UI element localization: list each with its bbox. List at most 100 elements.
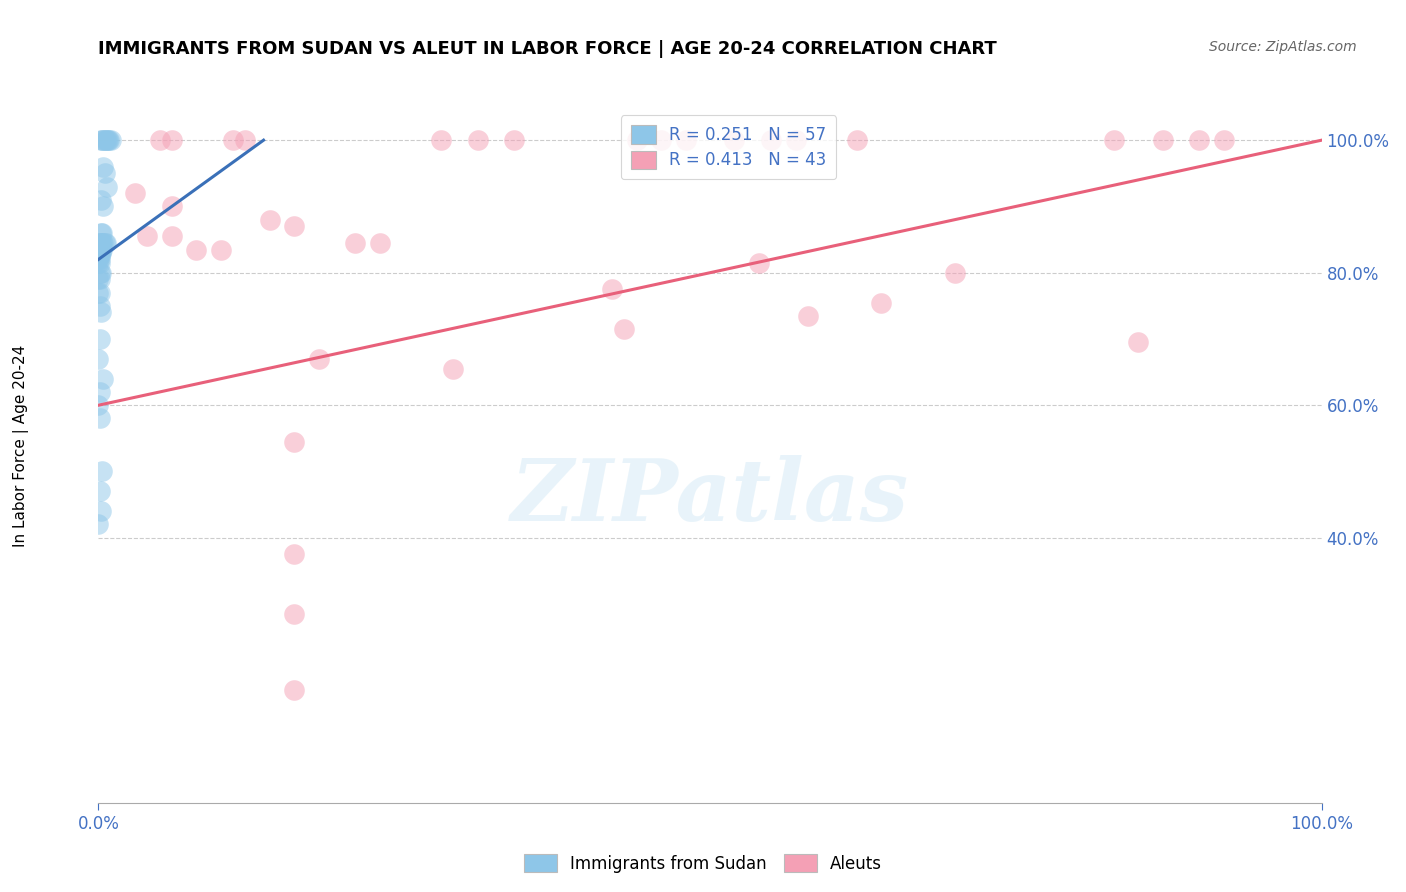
Point [283, 219, 305, 234]
Point [1128, 335, 1150, 350]
Point [87, 272, 110, 286]
Point [96, 179, 118, 194]
Point [1212, 133, 1234, 147]
Point [87, 285, 110, 300]
Point [160, 229, 183, 244]
Point [308, 351, 330, 366]
Point [675, 133, 697, 147]
Point [90, 243, 112, 257]
Point [100, 133, 122, 147]
Point [94, 133, 117, 147]
Point [87, 245, 110, 260]
Point [626, 133, 648, 147]
Point [90, 239, 112, 253]
Point [97, 133, 120, 147]
Point [87, 351, 110, 366]
Point [723, 133, 745, 147]
Point [89, 249, 111, 263]
Point [87, 239, 110, 253]
Point [91, 372, 114, 386]
Point [441, 361, 464, 376]
Point [89, 243, 111, 257]
Point [761, 133, 783, 147]
Point [368, 235, 391, 250]
Point [93, 133, 115, 147]
Point [136, 229, 159, 244]
Point [160, 199, 183, 213]
Point [650, 133, 672, 147]
Point [283, 607, 305, 621]
Point [149, 133, 172, 147]
Point [89, 239, 111, 253]
Point [87, 249, 110, 263]
Point [90, 193, 112, 207]
Point [87, 252, 110, 267]
Point [209, 243, 232, 257]
Point [613, 322, 636, 336]
Point [91, 133, 114, 147]
Point [283, 547, 305, 561]
Text: IMMIGRANTS FROM SUDAN VS ALEUT IN LABOR FORCE | AGE 20-24 CORRELATION CHART: IMMIGRANTS FROM SUDAN VS ALEUT IN LABOR … [98, 40, 997, 58]
Point [96, 133, 118, 147]
Point [90, 226, 112, 240]
Text: Source: ZipAtlas.com: Source: ZipAtlas.com [1209, 40, 1357, 54]
Text: In Labor Force | Age 20-24: In Labor Force | Age 20-24 [13, 345, 30, 547]
Point [748, 256, 770, 270]
Point [90, 245, 112, 260]
Point [124, 186, 146, 201]
Point [90, 504, 112, 518]
Point [283, 434, 305, 449]
Point [430, 133, 453, 147]
Point [222, 133, 245, 147]
Point [91, 243, 114, 257]
Point [89, 266, 111, 280]
Point [89, 235, 111, 250]
Point [91, 226, 114, 240]
Point [89, 245, 111, 260]
Point [94, 235, 117, 250]
Point [90, 133, 112, 147]
Point [89, 299, 111, 313]
Point [845, 133, 868, 147]
Point [87, 517, 110, 532]
Point [186, 243, 208, 257]
Point [90, 305, 112, 319]
Point [1188, 133, 1211, 147]
Point [785, 133, 807, 147]
Point [344, 235, 367, 250]
Point [233, 133, 256, 147]
Point [91, 235, 114, 250]
Point [600, 282, 623, 296]
Point [93, 166, 115, 180]
Point [89, 484, 111, 499]
Point [89, 332, 111, 346]
Point [93, 235, 115, 250]
Point [89, 252, 111, 267]
Legend: R = 0.251   N = 57, R = 0.413   N = 43: R = 0.251 N = 57, R = 0.413 N = 43 [620, 115, 837, 179]
Point [160, 133, 183, 147]
Point [90, 266, 112, 280]
Point [89, 272, 111, 286]
Point [90, 235, 112, 250]
Point [259, 212, 281, 227]
Point [91, 133, 114, 147]
Point [943, 266, 966, 280]
Point [89, 285, 111, 300]
Point [1152, 133, 1174, 147]
Point [89, 411, 111, 425]
Point [98, 133, 121, 147]
Point [91, 199, 114, 213]
Point [89, 384, 111, 399]
Point [870, 295, 893, 310]
Point [797, 309, 820, 323]
Text: ZIPatlas: ZIPatlas [510, 455, 910, 539]
Point [91, 235, 114, 250]
Point [87, 256, 110, 270]
Point [87, 398, 110, 412]
Point [89, 256, 111, 270]
Point [87, 235, 110, 250]
Point [283, 683, 305, 698]
Point [503, 133, 526, 147]
Point [1102, 133, 1125, 147]
Point [467, 133, 489, 147]
